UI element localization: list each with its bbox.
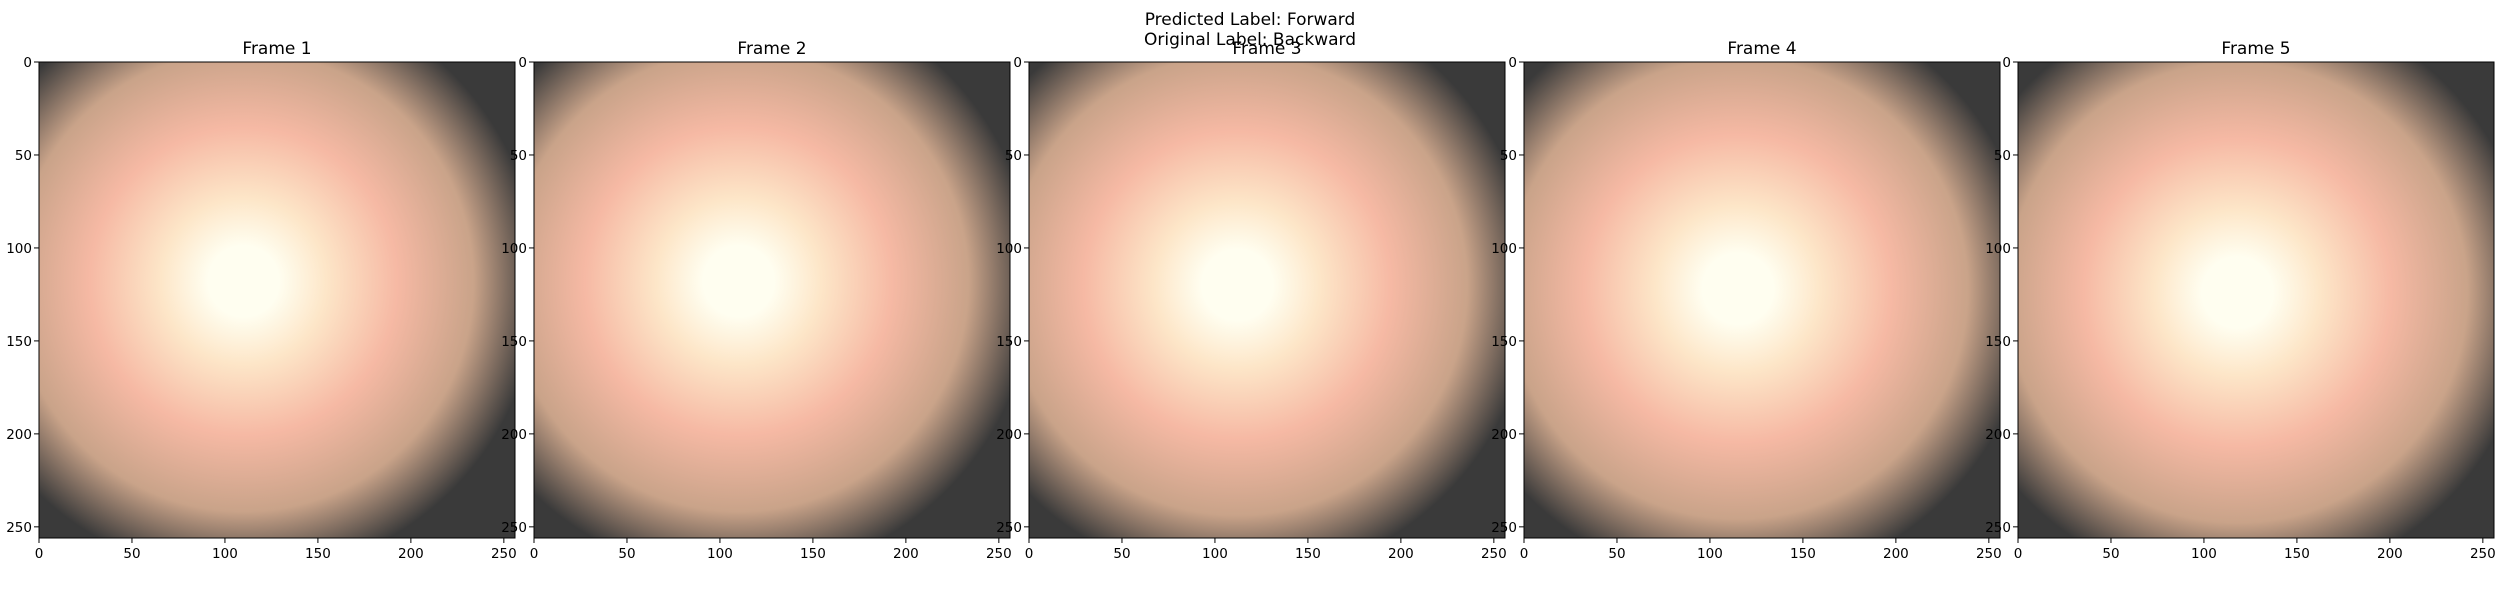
x-tick-label: 0 (1025, 546, 1034, 562)
x-tick-label: 150 (1790, 546, 1816, 562)
frame-image-3 (1029, 62, 1505, 538)
x-tick-label: 0 (35, 546, 44, 562)
x-tick-label: 0 (1520, 546, 1529, 562)
x-tick-label: 100 (707, 546, 733, 562)
x-tick-label: 150 (305, 546, 331, 562)
y-tick-label: 50 (15, 148, 32, 164)
frame-title-4: Frame 4 (1727, 39, 1796, 59)
x-tick-label: 150 (800, 546, 826, 562)
y-tick-label: 50 (510, 148, 527, 164)
frame-image-4 (1524, 62, 2000, 538)
y-tick-label: 100 (501, 241, 527, 257)
y-tick-label: 0 (1508, 55, 1517, 71)
x-tick-label: 250 (986, 546, 1012, 562)
x-tick-label: 250 (1976, 546, 2002, 562)
y-tick-label: 200 (6, 427, 32, 443)
y-tick-label: 100 (1491, 241, 1517, 257)
frame-border-4 (1523, 61, 2001, 539)
x-tick-label: 100 (1202, 546, 1228, 562)
frame-title-1: Frame 1 (242, 39, 311, 59)
x-tick-label: 250 (1481, 546, 1507, 562)
y-tick-label: 250 (1985, 520, 2011, 536)
y-tick-label: 50 (1994, 148, 2011, 164)
x-tick-label: 100 (212, 546, 238, 562)
x-tick-label: 200 (1883, 546, 1909, 562)
y-tick-label: 50 (1500, 148, 1517, 164)
x-tick-label: 100 (2191, 546, 2217, 562)
y-tick-label: 250 (996, 520, 1022, 536)
x-tick-label: 50 (1608, 546, 1625, 562)
y-tick-label: 100 (1985, 241, 2011, 257)
x-tick-label: 150 (2284, 546, 2310, 562)
x-tick-label: 0 (2014, 546, 2023, 562)
frame-image-5 (2018, 62, 2494, 538)
frame-border-2 (533, 61, 1011, 539)
y-tick-label: 150 (1491, 334, 1517, 350)
frame-image-2 (534, 62, 1010, 538)
y-tick-label: 100 (6, 241, 32, 257)
x-tick-label: 200 (893, 546, 919, 562)
y-tick-label: 200 (996, 427, 1022, 443)
y-tick-label: 200 (1491, 427, 1517, 443)
x-tick-label: 50 (123, 546, 140, 562)
x-tick-label: 0 (530, 546, 539, 562)
x-tick-label: 100 (1697, 546, 1723, 562)
x-tick-label: 250 (491, 546, 517, 562)
frame-title-3: Frame 3 (1232, 39, 1301, 59)
x-tick-label: 250 (2470, 546, 2496, 562)
y-tick-label: 150 (501, 334, 527, 350)
y-tick-label: 0 (518, 55, 527, 71)
x-tick-label: 50 (2102, 546, 2119, 562)
x-tick-label: 150 (1295, 546, 1321, 562)
y-tick-label: 150 (996, 334, 1022, 350)
y-tick-label: 250 (1491, 520, 1517, 536)
y-tick-label: 150 (6, 334, 32, 350)
x-tick-label: 50 (618, 546, 635, 562)
x-tick-label: 200 (1388, 546, 1414, 562)
frame-image-1 (39, 62, 515, 538)
x-tick-label: 200 (2377, 546, 2403, 562)
y-tick-label: 0 (1013, 55, 1022, 71)
y-tick-label: 250 (501, 520, 527, 536)
y-tick-label: 0 (23, 55, 32, 71)
y-tick-label: 250 (6, 520, 32, 536)
frame-border-5 (2017, 61, 2495, 539)
y-tick-label: 200 (1985, 427, 2011, 443)
y-tick-label: 100 (996, 241, 1022, 257)
frame-title-5: Frame 5 (2221, 39, 2290, 59)
figure-suptitle-predicted: Predicted Label: Forward (1144, 10, 1356, 30)
frame-border-1 (38, 61, 516, 539)
figure-suptitle-original: Original Label: Backward (1144, 30, 1356, 50)
y-tick-label: 200 (501, 427, 527, 443)
x-tick-label: 200 (398, 546, 424, 562)
y-tick-label: 150 (1985, 334, 2011, 350)
y-tick-label: 0 (2002, 55, 2011, 71)
frame-title-2: Frame 2 (737, 39, 806, 59)
y-tick-label: 50 (1005, 148, 1022, 164)
x-tick-label: 50 (1113, 546, 1130, 562)
frame-border-3 (1028, 61, 1506, 539)
